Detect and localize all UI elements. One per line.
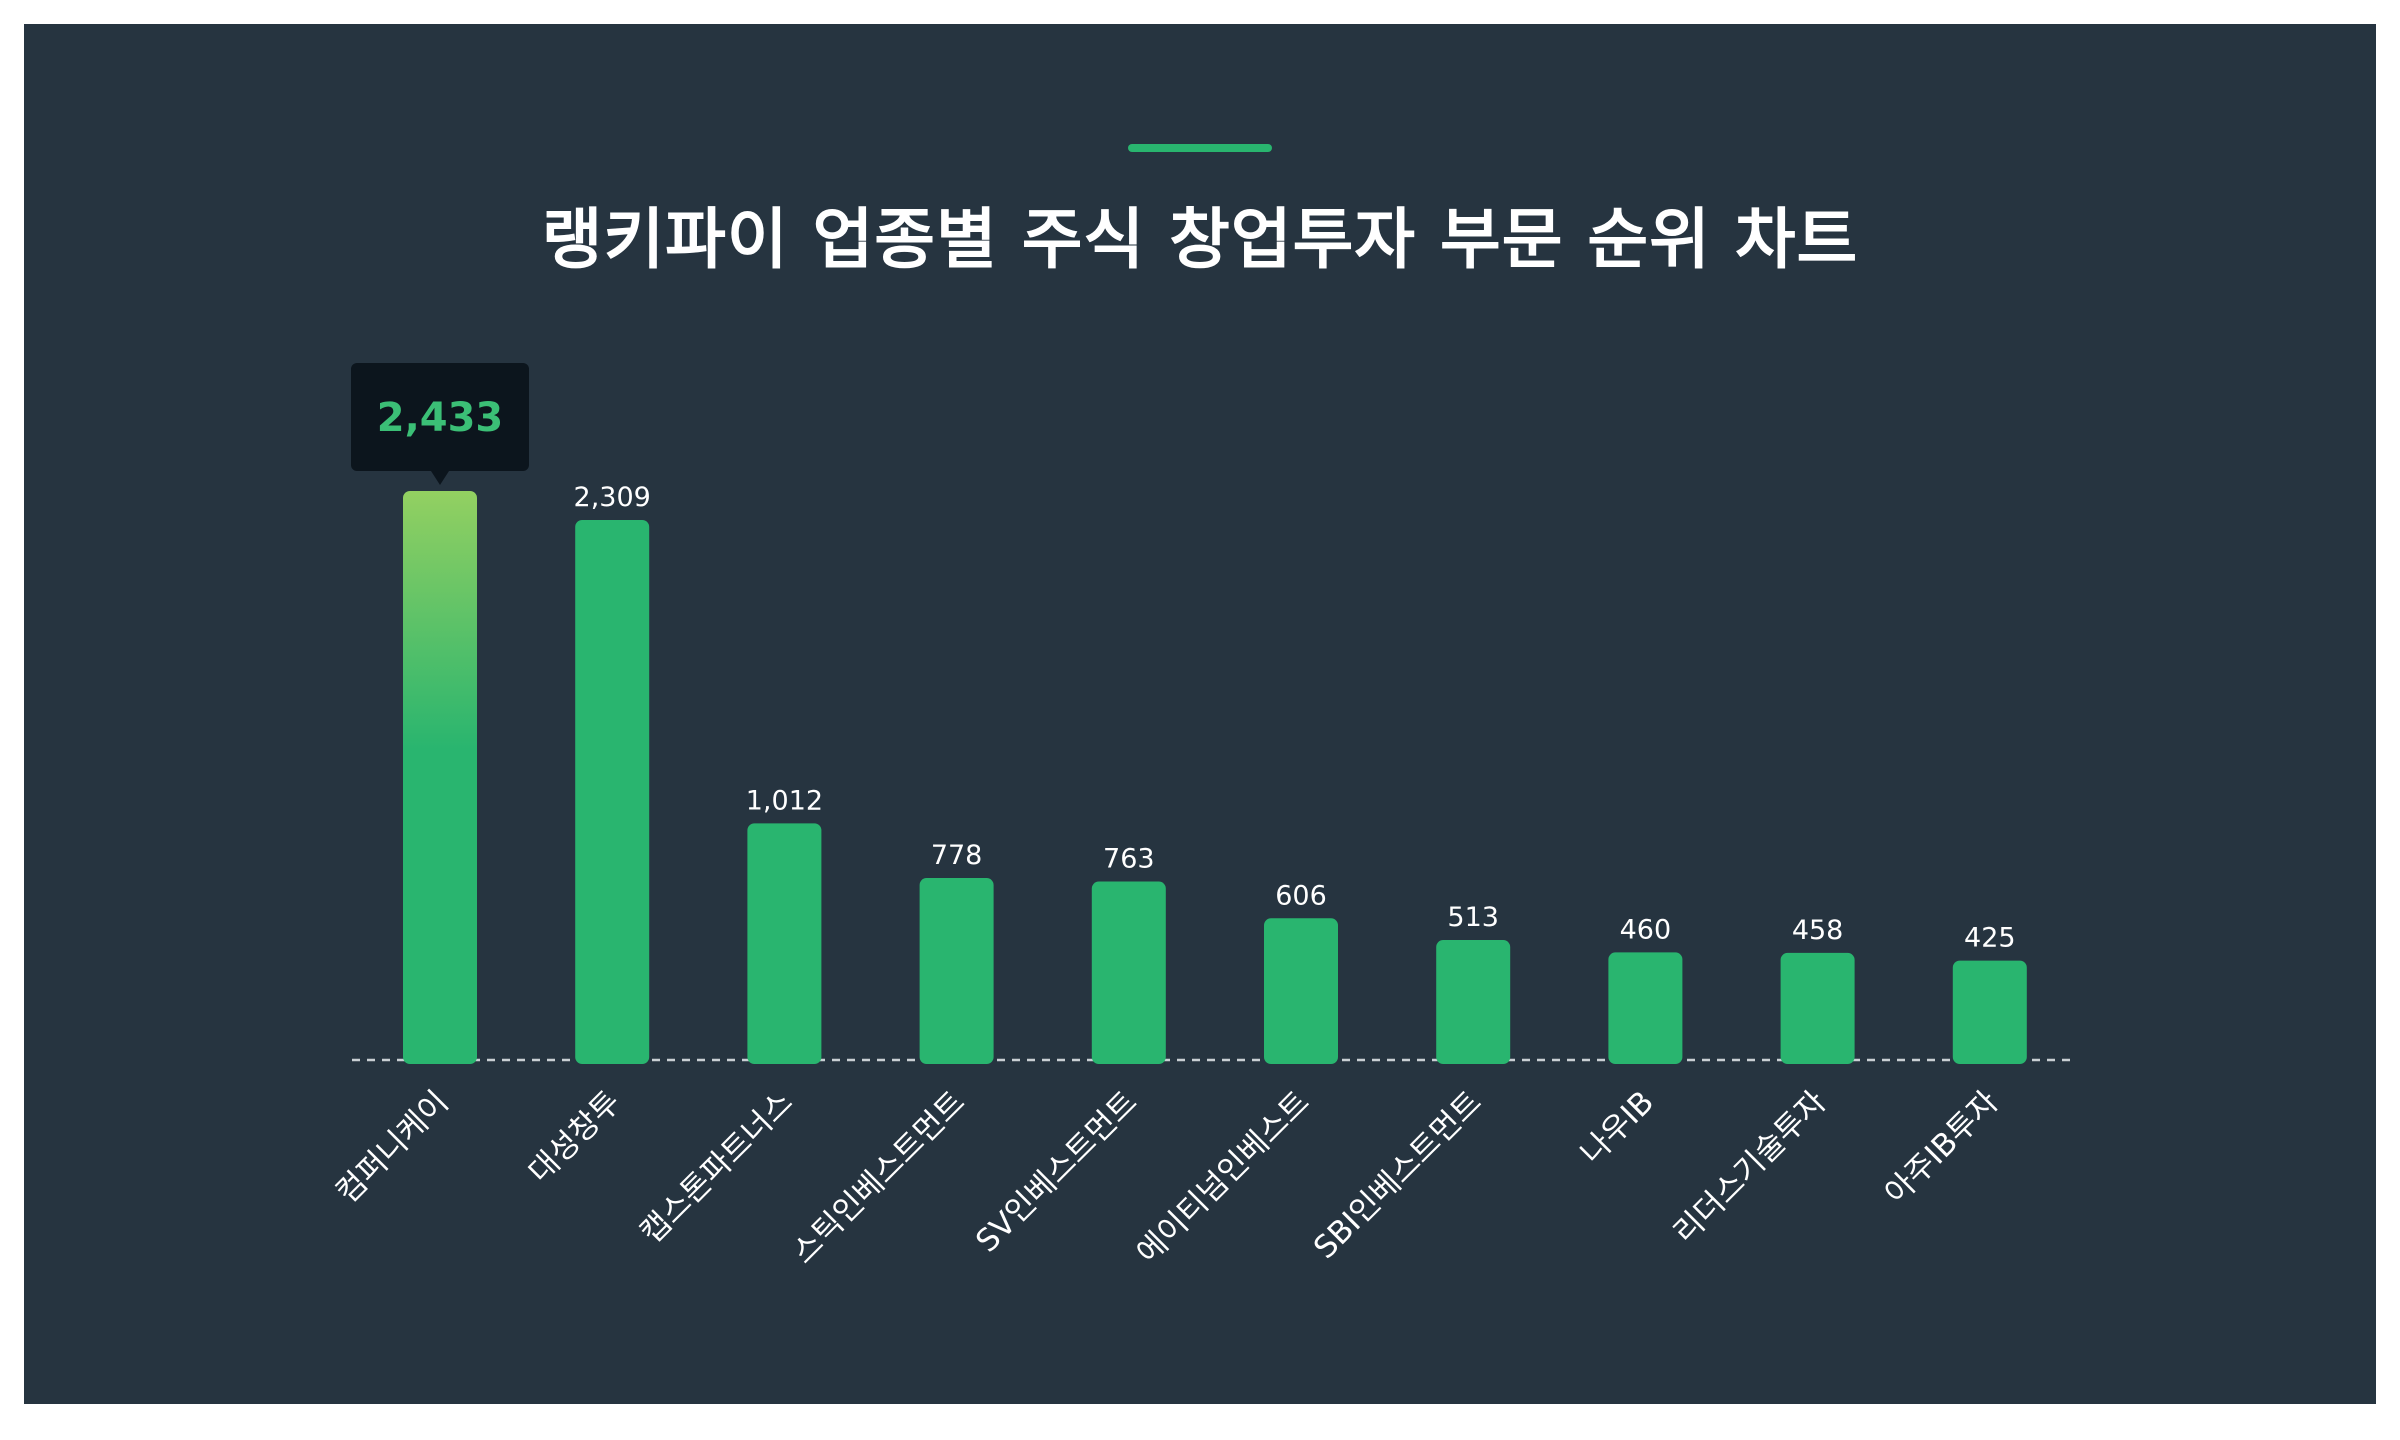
category-label-2: 대성창투 [522, 1084, 628, 1190]
tooltip-box [351, 363, 529, 471]
category-label-8: 나우IB [1574, 1084, 1661, 1171]
value-label-7: 513 [1447, 902, 1499, 933]
category-label-4: 스틱인베스트먼트 [785, 1084, 972, 1271]
bar-5[interactable] [1091, 881, 1166, 1064]
value-label-5: 763 [1103, 844, 1155, 875]
bar-4[interactable] [919, 878, 994, 1064]
tooltip-value-label: 2,433 [377, 395, 504, 441]
value-label-4: 778 [931, 840, 983, 871]
chart-title: 랭키파이 업종별 주식 창업투자 부문 순위 차트 [541, 201, 1859, 278]
bar-8[interactable] [1608, 952, 1683, 1064]
bar-2[interactable] [575, 519, 650, 1064]
bar-1[interactable] [403, 491, 477, 1064]
category-label-10: 아주IB투자 [1878, 1084, 2006, 1212]
value-label-10: 425 [1964, 923, 2016, 954]
tooltip-pointer [431, 471, 449, 485]
category-label-7: SBI인베스트먼트 [1307, 1084, 1489, 1266]
value-label-6: 606 [1275, 880, 1327, 911]
category-label-1: 컴퍼니케이 [329, 1084, 455, 1210]
category-label-6: 에이티넘인베스트 [1130, 1084, 1317, 1271]
value-label-9: 458 [1792, 915, 1844, 946]
bar-6[interactable] [1264, 918, 1338, 1064]
value-label-8: 460 [1620, 914, 1672, 945]
category-label-3: 캡스톤파트너스 [633, 1084, 800, 1251]
category-label-9: 리더스기술투자 [1667, 1084, 1834, 1251]
bar-9[interactable] [1780, 952, 1855, 1064]
title-accent-line [1128, 144, 1272, 152]
bar-10[interactable] [1952, 960, 2027, 1064]
category-label-5: SV인베스트먼트 [969, 1084, 1144, 1259]
value-label-3: 1,012 [746, 785, 823, 816]
bar-7[interactable] [1436, 940, 1511, 1064]
bar-3[interactable] [747, 823, 822, 1064]
value-label-2: 2,309 [574, 482, 651, 513]
highlight-tooltip: 2,433 [351, 363, 529, 485]
